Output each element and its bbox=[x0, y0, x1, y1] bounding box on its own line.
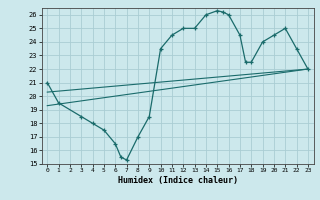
X-axis label: Humidex (Indice chaleur): Humidex (Indice chaleur) bbox=[118, 176, 237, 185]
